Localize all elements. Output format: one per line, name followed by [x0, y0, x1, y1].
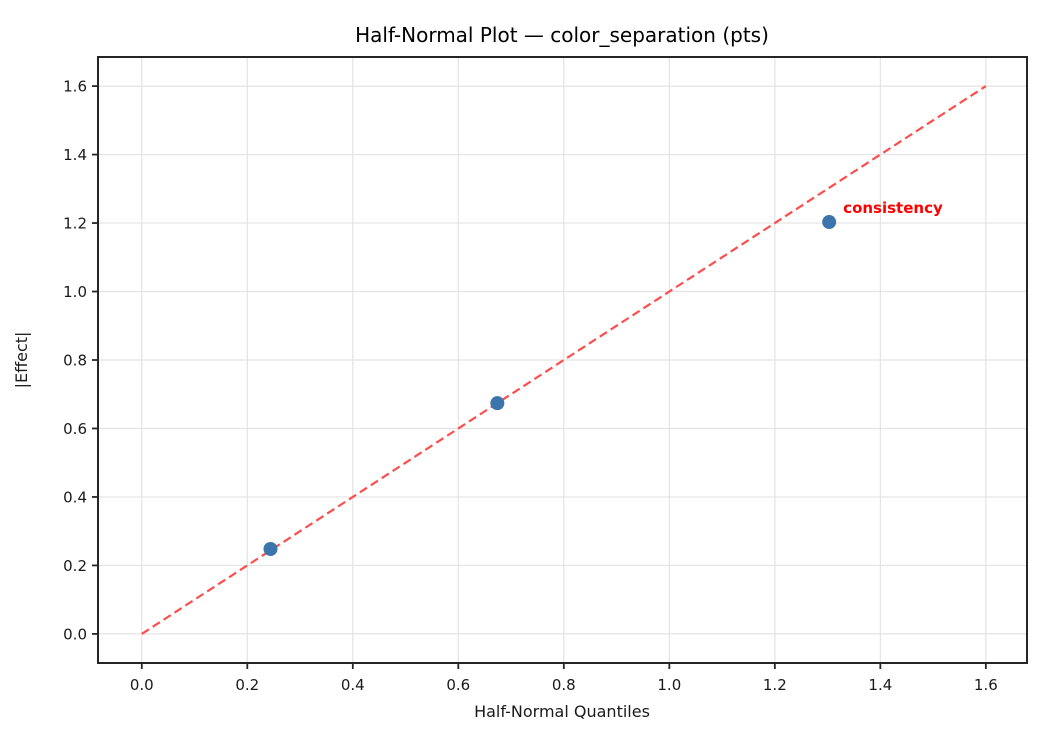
y-tick-label: 0.4 [63, 488, 87, 506]
x-tick-label: 0.2 [235, 676, 259, 694]
axis-ticks [92, 85, 987, 669]
x-axis-label: Half-Normal Quantiles [474, 702, 650, 721]
y-tick-label: 0.0 [63, 625, 87, 643]
effect-annotation: consistency [843, 199, 943, 217]
y-tick-label: 0.6 [63, 420, 87, 438]
x-tick-label: 1.2 [763, 676, 787, 694]
data-point [822, 215, 837, 230]
data-point [263, 541, 278, 556]
y-tick-label: 0.8 [63, 352, 87, 370]
y-axis-label: |Effect| [12, 332, 31, 389]
x-tick-label: 0.8 [552, 676, 576, 694]
x-tick-label: 0.0 [130, 676, 154, 694]
data-point [490, 396, 505, 411]
y-tick-label: 1.4 [63, 146, 87, 164]
x-tick-label: 1.6 [974, 676, 998, 694]
chart-title: Half-Normal Plot — color_separation (pts… [355, 23, 769, 47]
y-tick-label: 1.0 [63, 283, 87, 301]
y-tick-label: 1.6 [63, 78, 87, 96]
x-tick-label: 1.0 [657, 676, 681, 694]
axis-tick-labels: 0.0 0.2 0.4 0.6 0.8 1.0 1.2 1.4 1.6 0.0 0.2 0.4 0.6 0… [63, 78, 998, 694]
point-annotations: consistency [843, 199, 943, 217]
half-normal-reference-line [141, 85, 987, 635]
gridlines [98, 57, 1027, 663]
x-tick-label: 0.6 [446, 676, 470, 694]
x-tick-label: 1.4 [868, 676, 892, 694]
y-tick-label: 0.2 [63, 557, 87, 575]
reference-line [141, 85, 987, 635]
data-points [263, 215, 837, 556]
y-tick-label: 1.2 [63, 215, 87, 233]
x-tick-label: 0.4 [341, 676, 365, 694]
